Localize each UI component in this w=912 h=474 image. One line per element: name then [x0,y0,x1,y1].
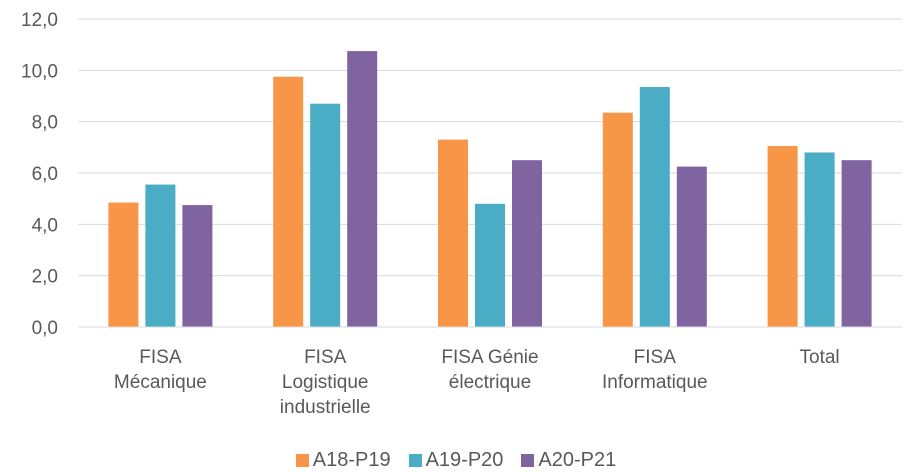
bar [108,202,139,327]
x-category-label: FISA [139,347,182,368]
bar [273,76,304,327]
x-category-label: Mécanique [114,372,207,393]
x-category-label: FISA [634,347,677,368]
x-category-label: FISA [304,347,347,368]
x-category-label: industrielle [280,397,371,418]
y-axis-tick-labels: 0,0 2,0 4,0 6,0 8,0 10,0 12,0 [21,10,58,339]
bar [310,103,341,327]
bar-chart: 0,02,04,06,08,010,012,0 FISAMécaniqueFIS… [21,10,902,418]
legend-label: A19-P20 [425,448,504,471]
legend-swatch [408,453,422,467]
bar [841,160,872,327]
bar [676,166,707,327]
y-tick-label: 12,0 [21,10,58,31]
gridlines [78,18,902,277]
bar [602,112,633,327]
legend-label: A20-P21 [538,448,617,471]
legend-item: A19-P20 [408,448,504,472]
x-category-label: Total [800,347,840,368]
bar [182,205,213,327]
y-tick-label: 0,0 [32,318,58,339]
bar [767,146,798,327]
x-category-label: électrique [449,372,531,393]
y-tick-label: 2,0 [32,267,58,288]
x-category-label: Informatique [602,372,708,393]
x-axis-category-labels: FISA Mécanique FISA Logistique industrielle F… [114,347,840,418]
bar [347,51,378,327]
x-category-label: FISA Génie [441,347,538,368]
bar [804,152,835,327]
legend-item: A18-P19 [295,448,391,472]
legend-swatch [295,453,309,467]
bar [512,160,542,327]
bar [639,87,670,328]
legend-swatch [521,453,535,467]
y-tick-label: 6,0 [32,164,58,185]
legend-item: A20-P21 [521,449,616,472]
y-tick-label: 4,0 [32,215,58,236]
legend: A18-P19 A19-P20 A20-P21 [0,446,912,474]
x-category-label: Logistique [282,372,369,393]
bars [108,51,872,328]
y-tick-label: 8,0 [32,113,58,134]
y-tick-label: 10,0 [21,61,58,82]
bar [145,184,176,327]
legend-label: A18-P19 [312,448,391,471]
bar [475,203,505,327]
bar [438,139,468,327]
